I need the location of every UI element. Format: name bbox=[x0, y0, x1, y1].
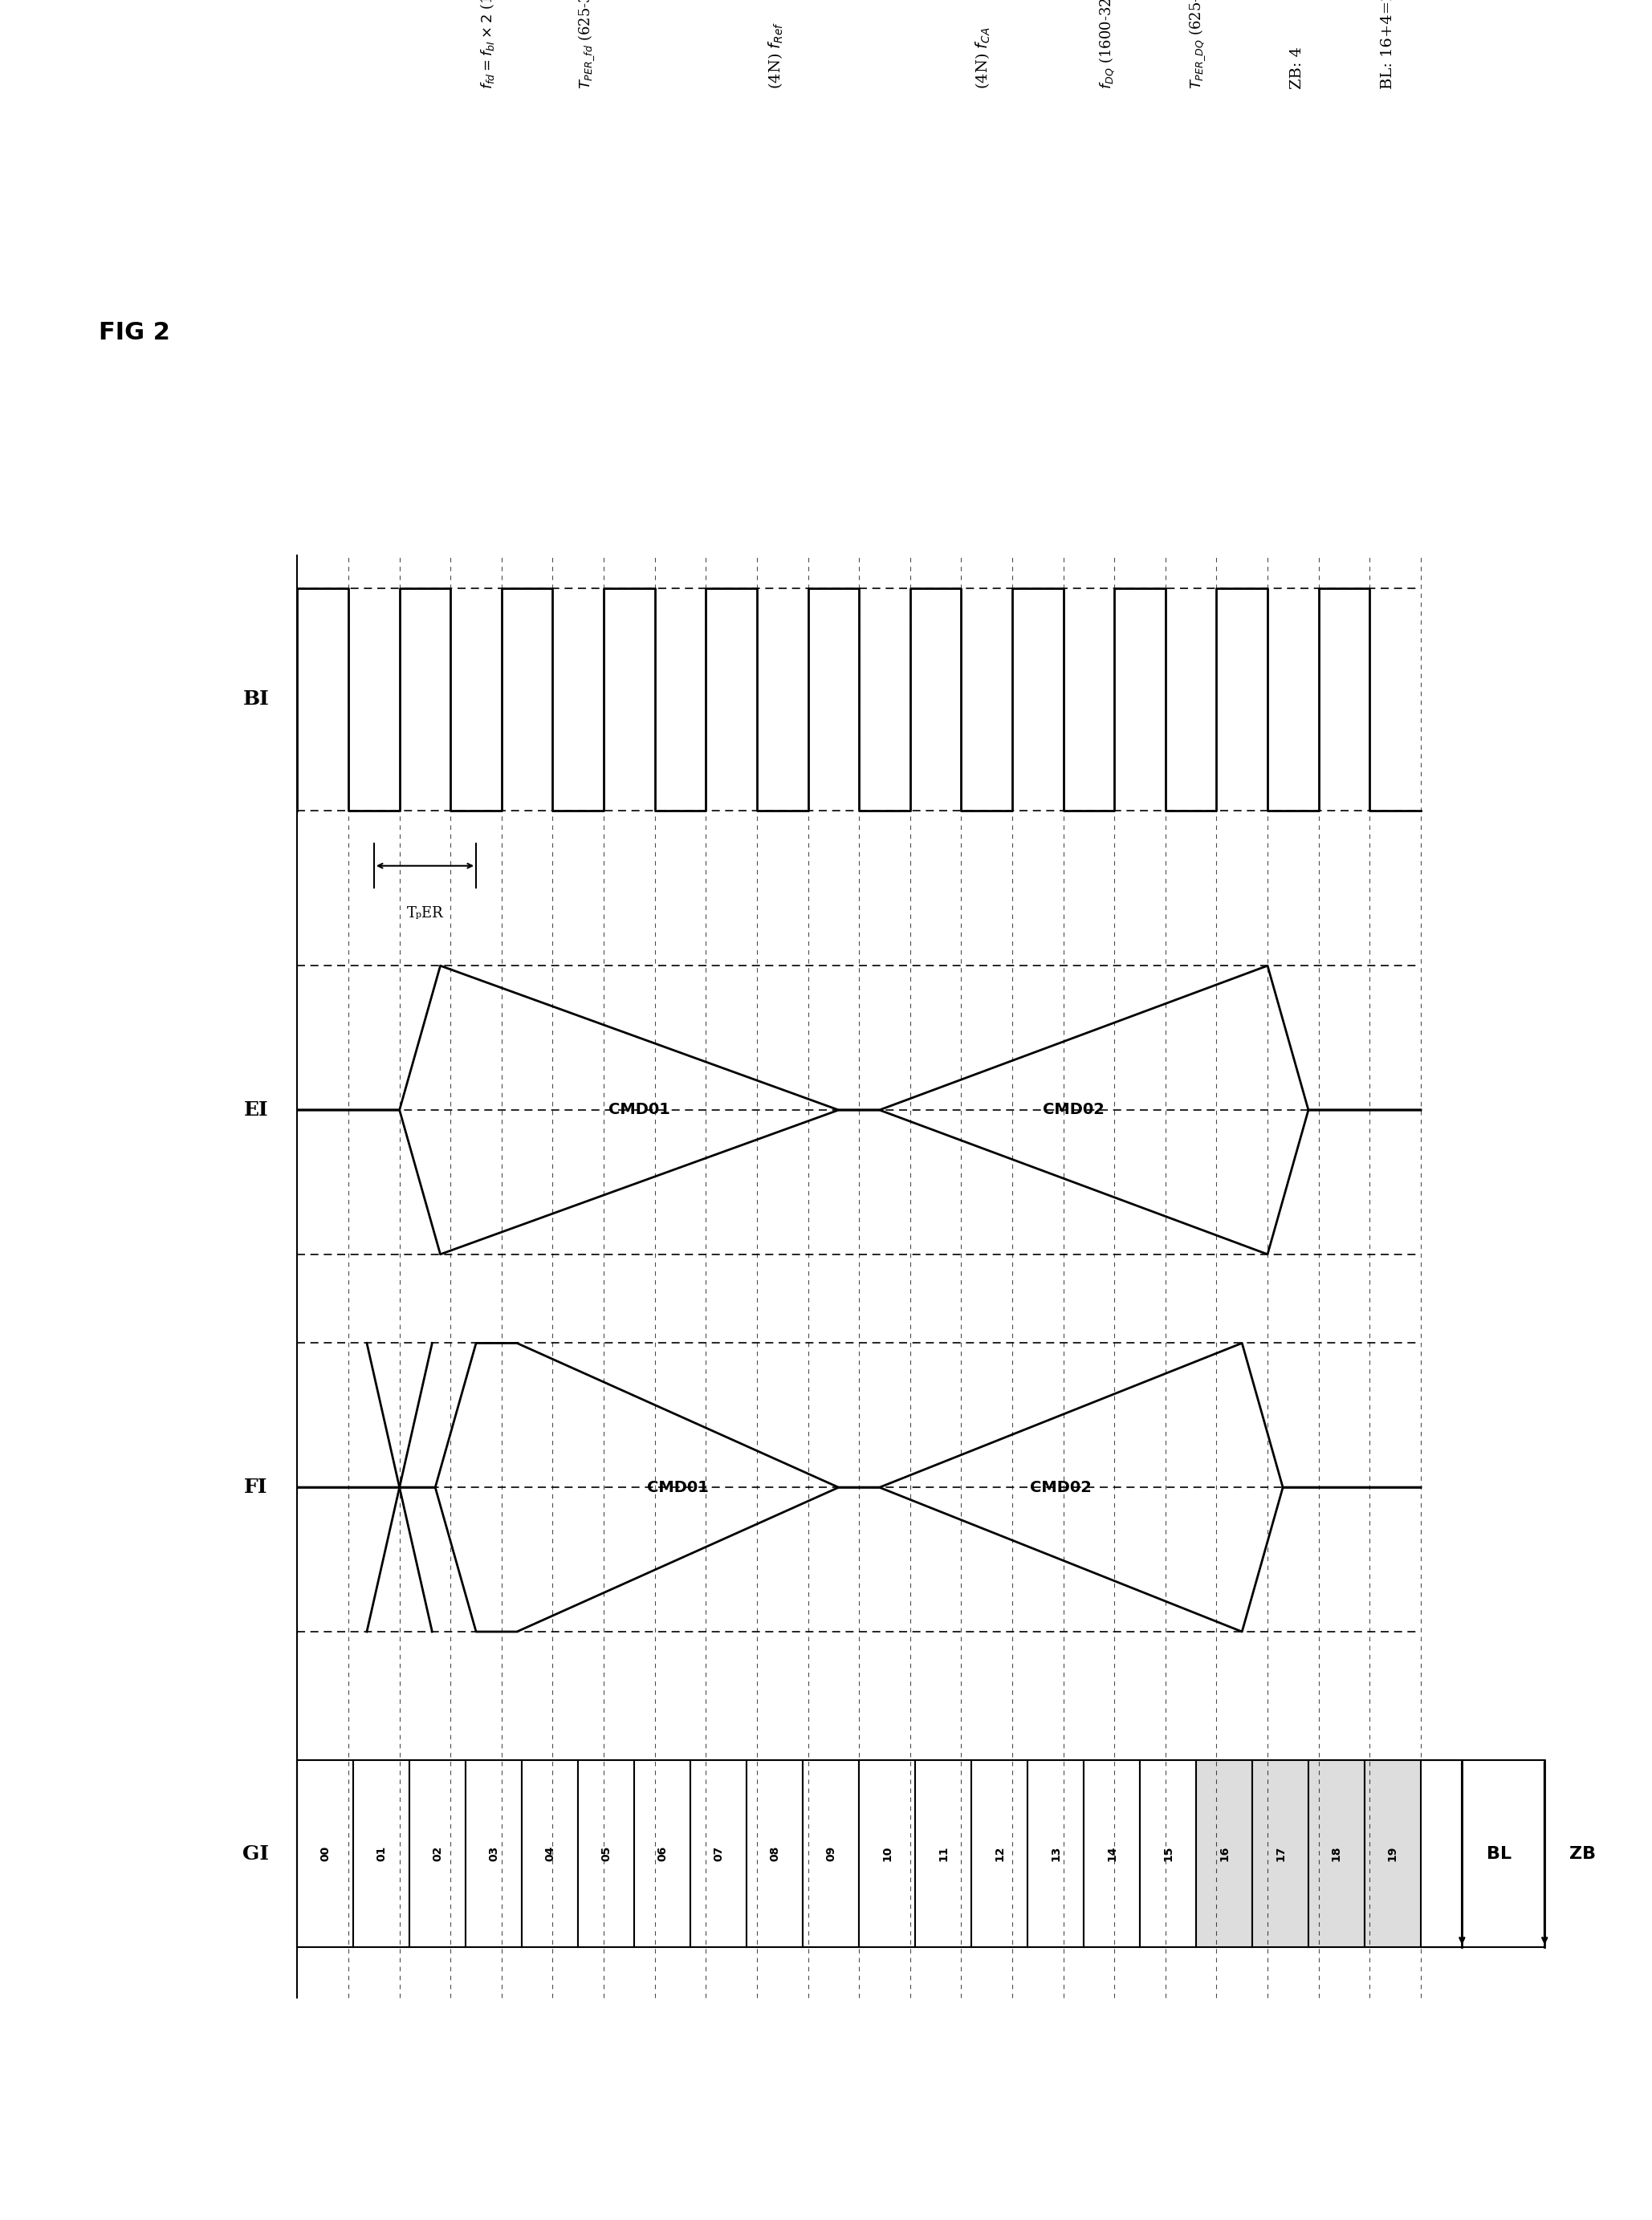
Text: 13: 13 bbox=[1051, 1845, 1061, 1863]
Text: 06: 06 bbox=[657, 1847, 667, 1860]
Text: 00: 00 bbox=[320, 1847, 330, 1860]
Text: 17: 17 bbox=[1275, 1845, 1285, 1863]
Text: BL: BL bbox=[1487, 1845, 1512, 1863]
FancyBboxPatch shape bbox=[747, 1760, 803, 1947]
Text: CMD02: CMD02 bbox=[1029, 1481, 1092, 1494]
FancyBboxPatch shape bbox=[1308, 1760, 1365, 1947]
Text: BI: BI bbox=[243, 690, 269, 708]
FancyBboxPatch shape bbox=[803, 1760, 859, 1947]
Text: FI: FI bbox=[244, 1479, 268, 1496]
FancyBboxPatch shape bbox=[1084, 1760, 1140, 1947]
Text: GI: GI bbox=[243, 1845, 269, 1863]
FancyBboxPatch shape bbox=[634, 1760, 691, 1947]
Text: $T_{PER\_fd}$ (625-313ps): $T_{PER\_fd}$ (625-313ps) bbox=[577, 0, 596, 89]
Text: 11: 11 bbox=[938, 1845, 948, 1863]
Text: 10: 10 bbox=[882, 1845, 892, 1863]
Text: 04: 04 bbox=[545, 1845, 555, 1863]
Text: FIG 2: FIG 2 bbox=[99, 322, 170, 344]
FancyBboxPatch shape bbox=[410, 1760, 466, 1947]
Text: 03: 03 bbox=[489, 1847, 499, 1860]
Text: CMD02: CMD02 bbox=[1042, 1103, 1104, 1117]
Text: TₚER: TₚER bbox=[406, 906, 443, 921]
FancyBboxPatch shape bbox=[466, 1760, 522, 1947]
Text: 02: 02 bbox=[433, 1845, 443, 1863]
Text: 08: 08 bbox=[770, 1845, 780, 1863]
Text: 01: 01 bbox=[377, 1845, 387, 1863]
Text: ZB: 4: ZB: 4 bbox=[1290, 47, 1303, 89]
Text: 05: 05 bbox=[601, 1845, 611, 1863]
Text: CMD01: CMD01 bbox=[648, 1481, 709, 1494]
FancyBboxPatch shape bbox=[691, 1760, 747, 1947]
FancyBboxPatch shape bbox=[522, 1760, 578, 1947]
Text: 16: 16 bbox=[1219, 1845, 1229, 1863]
Text: EI: EI bbox=[244, 1101, 268, 1119]
FancyBboxPatch shape bbox=[354, 1760, 410, 1947]
Text: 12: 12 bbox=[995, 1845, 1004, 1863]
FancyBboxPatch shape bbox=[1365, 1760, 1421, 1947]
Text: 07: 07 bbox=[714, 1847, 724, 1860]
FancyBboxPatch shape bbox=[859, 1760, 915, 1947]
Text: CMD01: CMD01 bbox=[608, 1103, 671, 1117]
Text: 18: 18 bbox=[1332, 1845, 1341, 1863]
Text: $f_{DQ}$ (1600-3200 MHz): $f_{DQ}$ (1600-3200 MHz) bbox=[1097, 0, 1117, 89]
FancyBboxPatch shape bbox=[1196, 1760, 1252, 1947]
FancyBboxPatch shape bbox=[297, 1760, 354, 1947]
FancyBboxPatch shape bbox=[971, 1760, 1028, 1947]
Text: (4N) $f_{Ref}$: (4N) $f_{Ref}$ bbox=[768, 22, 785, 89]
Text: 09: 09 bbox=[826, 1847, 836, 1860]
Text: 14: 14 bbox=[1107, 1845, 1117, 1863]
Text: (4N) $f_{CA}$: (4N) $f_{CA}$ bbox=[975, 27, 991, 89]
FancyBboxPatch shape bbox=[1028, 1760, 1084, 1947]
FancyBboxPatch shape bbox=[1140, 1760, 1196, 1947]
FancyBboxPatch shape bbox=[1252, 1760, 1308, 1947]
FancyBboxPatch shape bbox=[578, 1760, 634, 1947]
Text: 19: 19 bbox=[1388, 1845, 1398, 1863]
Text: $T_{PER\_DQ}$ (625-313ps): $T_{PER\_DQ}$ (625-313ps) bbox=[1188, 0, 1208, 89]
Text: BL: 16+4=20: BL: 16+4=20 bbox=[1381, 0, 1394, 89]
Text: ZB: ZB bbox=[1569, 1845, 1596, 1863]
FancyBboxPatch shape bbox=[915, 1760, 971, 1947]
Text: 15: 15 bbox=[1163, 1845, 1173, 1863]
Text: $f_{fd}=f_{bI}\times 2$ (1600-3200 MHz): $f_{fd}=f_{bI}\times 2$ (1600-3200 MHz) bbox=[479, 0, 496, 89]
